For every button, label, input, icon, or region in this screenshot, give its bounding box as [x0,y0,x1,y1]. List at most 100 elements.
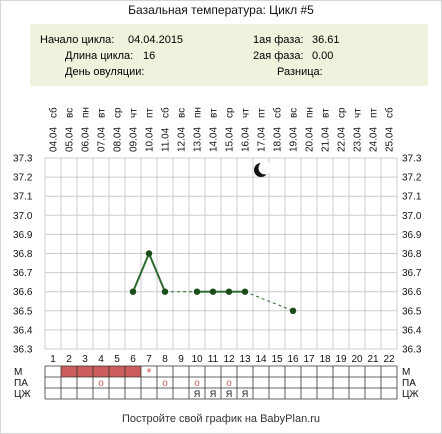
x-day-label: 7 [146,354,152,365]
x-date-label: 22.04 [337,127,348,152]
x-day-label: 14 [255,354,267,365]
x-weekday-label: чт [129,108,140,118]
x-day-label: 18 [319,354,331,365]
x-day-label: 2 [66,354,72,365]
y-tick-label-left: 37.2 [13,173,33,184]
x-date-label: 06.04 [81,127,92,152]
temperature-point [241,288,249,295]
symptom-star-marker: * [146,365,151,380]
x-weekday-label: вс [289,108,300,118]
x-weekday-label: пн [305,107,316,118]
temperature-point [129,288,137,295]
chart-title: Базальная температура: Цикл #5 [128,3,314,17]
temperature-point [145,250,153,257]
phase1-value: 36.61 [312,34,340,46]
row-label-left: М [14,367,22,378]
x-day-label: 4 [98,354,104,365]
x-date-label: 20.04 [305,127,316,152]
x-weekday-label: пн [81,107,92,118]
y-tick-label-left: 36.8 [13,249,33,260]
y-tick-label-left: 36.5 [13,306,33,317]
x-day-label: 6 [130,354,136,365]
y-tick-label-left: 37.0 [13,211,33,222]
cycle-info-panel: Начало цикла: 04.04.2015 Длина цикла: 16… [30,24,428,86]
phase2-value: 0.00 [312,50,334,62]
x-weekday-label: пт [257,108,268,118]
x-date-label: 04.04 [49,127,60,152]
y-tick-label-left: 36.6 [13,287,33,298]
x-day-label: 20 [351,354,363,365]
x-weekday-label: вт [97,108,108,118]
x-weekday-label: вс [65,108,76,118]
temperature-point [193,288,201,295]
x-date-label: 11.04 [161,127,172,152]
cycle-length-label: Длина цикла: [65,50,134,62]
x-date-label: 16.04 [241,127,252,152]
x-day-label: 17 [303,354,315,365]
y-tick-label-right: 36.5 [402,306,422,317]
x-weekday-label: ср [337,107,348,118]
y-tick-label-left: 36.3 [13,345,33,356]
temperature-point [289,307,297,314]
row-label-left: ПА [14,378,28,389]
temperature-point [225,288,233,295]
y-tick-label-right: 37.2 [402,173,422,184]
x-day-label: 12 [223,354,235,365]
x-weekday-label: пт [145,108,156,118]
temperature-segment [148,253,166,293]
x-day-label: 5 [114,354,120,365]
x-date-label: 15.04 [225,127,236,152]
cycle-start-value: 04.04.2015 [128,34,184,46]
x-weekday-label: сб [48,107,60,118]
y-tick-label-right: 36.7 [402,268,422,279]
bbt-chart: 37.3 37.3 37.2 37.2 37.1 37.1 37.0 37.0 36.9 36.9… [13,107,422,400]
cj-mark: Я [242,389,249,399]
period-cell [93,366,109,377]
x-weekday-label: сб [384,107,396,118]
row-label-right: ЦЖ [402,389,419,400]
row-label-left: ЦЖ [14,389,31,400]
x-date-label: 12.04 [177,127,188,152]
x-weekday-label: чт [241,108,252,118]
x-day-label: 13 [239,354,251,365]
x-day-label: 22 [383,354,395,365]
x-weekday-label: чт [353,108,364,118]
x-date-label: 24.04 [369,127,380,152]
y-tick-label-right: 36.9 [402,230,422,241]
x-date-label: 05.04 [65,127,76,152]
x-date-label: 09.04 [129,127,140,152]
phase2-label: 2ая фаза: [253,50,304,62]
x-weekday-label: вт [321,108,332,118]
x-date-label: 18.04 [273,127,284,152]
y-tick-label-right: 36.3 [402,345,422,356]
temperature-point [209,288,217,295]
y-tick-label-left: 36.9 [13,230,33,241]
x-date-label: 10.04 [145,127,156,152]
x-date-label: 19.04 [289,127,300,152]
x-weekday-label: вт [209,108,220,118]
y-tick-label-right: 36.6 [402,287,422,298]
difference-label: Разница: [277,66,323,78]
ovulation-day-label: День овуляции: [65,66,145,78]
period-cell [109,366,125,377]
cj-mark: Я [226,389,233,399]
x-date-label: 14.04 [209,127,220,152]
x-day-label: 15 [271,354,283,365]
y-tick-label-right: 37.0 [402,211,422,222]
y-tick-label-right: 37.3 [402,154,422,165]
x-day-label: 10 [191,354,203,365]
x-day-label: 1 [50,354,56,365]
x-date-label: 13.04 [193,127,204,152]
y-tick-label-right: 36.8 [402,249,422,260]
x-day-label: 9 [178,354,184,365]
x-weekday-label: сб [272,107,284,118]
x-date-label: 25.04 [385,127,396,152]
x-weekday-label: ср [225,107,236,118]
temperature-point [161,288,169,295]
x-date-label: 23.04 [353,127,364,152]
x-date-label: 08.04 [113,127,124,152]
y-tick-label-left: 37.3 [13,154,33,165]
babyplan-footer-link[interactable]: Постройте свой график на BabyPlan.ru [121,413,321,425]
x-date-label: 07.04 [97,127,108,152]
x-day-label: 11 [208,354,219,365]
